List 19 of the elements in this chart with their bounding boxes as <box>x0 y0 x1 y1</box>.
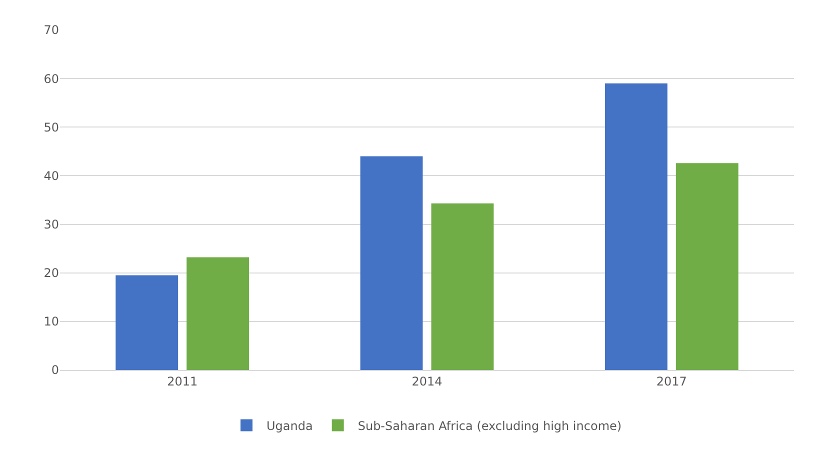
legend-label: Sub-Saharan Africa (excluding high income) <box>358 418 622 433</box>
x-tick-label: 2011 <box>167 374 198 388</box>
bar <box>360 156 423 370</box>
bar <box>186 257 250 370</box>
legend-label: Uganda <box>266 418 313 433</box>
bar <box>604 83 668 370</box>
y-tick-label: 70 <box>44 23 59 38</box>
bar <box>431 203 494 370</box>
y-tick-label: 0 <box>51 363 59 378</box>
x-tick-label: 2017 <box>656 374 687 388</box>
bar <box>116 275 178 370</box>
y-tick-label: 50 <box>44 120 59 134</box>
y-tick-label: 20 <box>44 266 59 280</box>
bar <box>676 163 738 370</box>
y-tick-label: 30 <box>44 217 59 232</box>
y-tick-label: 10 <box>44 314 59 329</box>
x-tick-label: 2014 <box>412 374 442 388</box>
y-tick-label: 40 <box>44 168 59 183</box>
y-tick-label: 60 <box>44 72 59 86</box>
